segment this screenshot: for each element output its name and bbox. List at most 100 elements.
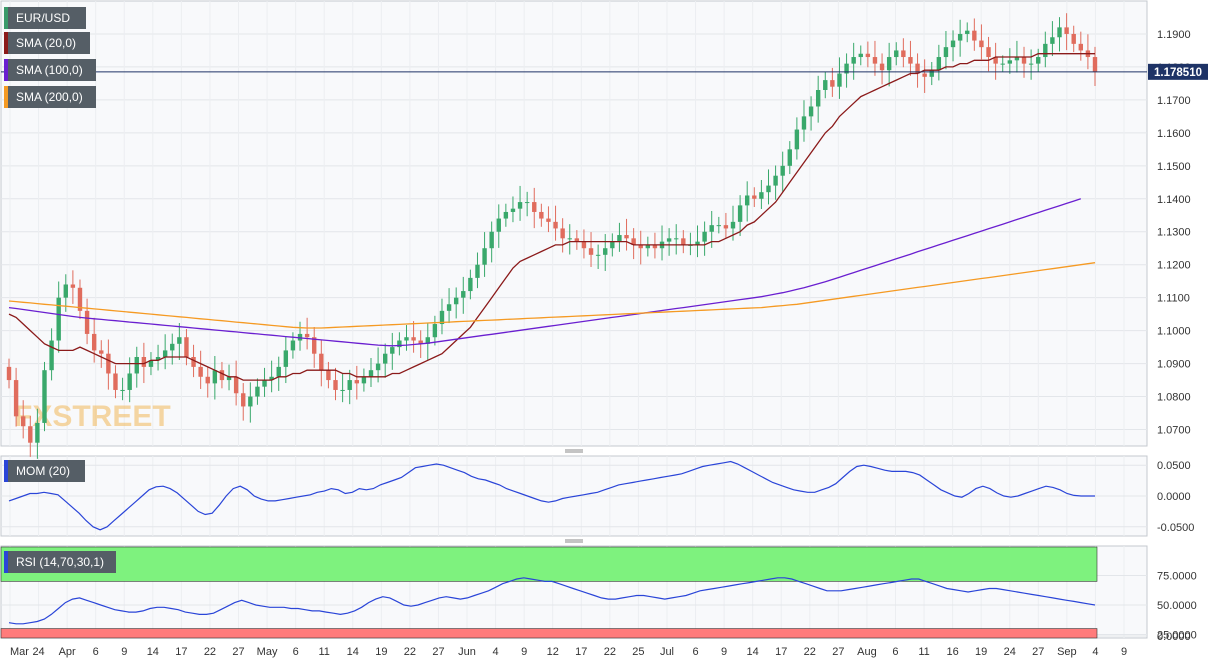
panel-splitter-2[interactable] bbox=[565, 539, 583, 543]
mom-tick-label: 0.0500 bbox=[1157, 460, 1191, 472]
candle-body bbox=[99, 350, 104, 354]
candle-body bbox=[84, 310, 90, 334]
candle-body bbox=[461, 291, 466, 298]
legend-sma100[interactable]: SMA (100,0) bbox=[4, 59, 96, 81]
candle-body bbox=[922, 73, 927, 77]
candle-body bbox=[262, 380, 267, 387]
candle-body bbox=[184, 337, 189, 357]
candle-body bbox=[340, 389, 345, 391]
candle-body bbox=[560, 228, 565, 239]
candle-body bbox=[354, 380, 360, 384]
candle-body bbox=[1028, 63, 1034, 65]
candle-body bbox=[170, 343, 175, 351]
time-tick-label: 9 bbox=[721, 646, 727, 658]
candle-body bbox=[283, 350, 289, 367]
price-tick-label: 1.1000 bbox=[1157, 326, 1191, 338]
legend-mom[interactable]: MOM (20) bbox=[4, 460, 85, 482]
time-tick-label: 11 bbox=[918, 646, 929, 658]
candle-body bbox=[517, 202, 523, 209]
candle-body bbox=[943, 47, 949, 58]
candle-body bbox=[1007, 60, 1013, 64]
time-tick-label: 24 bbox=[32, 646, 44, 658]
price-tick-label: 1.1300 bbox=[1157, 227, 1191, 239]
mom-tick-label: -0.0500 bbox=[1157, 522, 1194, 534]
candle-body bbox=[801, 116, 807, 130]
time-tick-label: 6 bbox=[293, 646, 299, 658]
price-panel bbox=[0, 0, 1148, 447]
candle-body bbox=[113, 373, 118, 390]
rsi-lines-group bbox=[8, 577, 1096, 625]
candle-body bbox=[588, 248, 594, 255]
watermark-logo: FXSTREET bbox=[14, 400, 171, 433]
time-tick-label: 14 bbox=[347, 646, 359, 658]
rsi-tick-label: 75.0000 bbox=[1157, 570, 1197, 582]
sma20-line bbox=[8, 53, 1095, 381]
candle-body bbox=[446, 304, 452, 311]
candle-body bbox=[1043, 43, 1048, 58]
candle-body bbox=[91, 333, 97, 351]
candle-body bbox=[35, 422, 40, 443]
candle-body bbox=[1057, 27, 1062, 38]
mom-lines-group bbox=[8, 460, 1095, 531]
legend-pair[interactable]: EUR/USD bbox=[4, 7, 86, 29]
candle-body bbox=[553, 221, 558, 229]
candle-body bbox=[56, 297, 61, 341]
legend-mom-label: MOM (20) bbox=[16, 464, 70, 478]
candle-body bbox=[1050, 37, 1055, 44]
mom-tick-label: 0.0000 bbox=[1157, 491, 1191, 503]
candle-body bbox=[695, 241, 700, 245]
candle-body bbox=[241, 393, 246, 407]
rsi-line bbox=[8, 577, 1096, 625]
candle-body bbox=[723, 225, 729, 229]
candle-body bbox=[1000, 63, 1005, 65]
price-tick-label: 1.1500 bbox=[1157, 161, 1191, 173]
candle-body bbox=[886, 57, 892, 71]
time-tick-label: 17 bbox=[175, 646, 187, 658]
candle-body bbox=[255, 386, 260, 397]
candle-body bbox=[837, 73, 842, 87]
candle-body bbox=[375, 363, 381, 371]
candle-body bbox=[347, 380, 352, 390]
time-tick-label: May bbox=[257, 646, 278, 658]
candle-body bbox=[1021, 57, 1027, 64]
candle-body bbox=[312, 337, 317, 354]
candle-body bbox=[908, 57, 913, 64]
candle-body bbox=[432, 324, 438, 338]
candle-body bbox=[638, 244, 643, 249]
candle-body bbox=[737, 205, 743, 222]
candle-body bbox=[42, 370, 47, 423]
candle-body bbox=[397, 340, 402, 348]
legend-rsi[interactable]: RSI (14,70,30,1) bbox=[4, 551, 116, 573]
mom-line bbox=[8, 460, 1095, 531]
price-grid bbox=[1, 1, 1147, 638]
candle-body bbox=[63, 284, 68, 298]
candle-body bbox=[382, 353, 388, 364]
time-tick-label: 6 bbox=[892, 646, 898, 658]
rsi-tick-label: 50.0000 bbox=[1157, 600, 1197, 612]
legend-sma20[interactable]: SMA (20,0) bbox=[4, 32, 90, 54]
rsi-tick-label: 0.0000 bbox=[1157, 631, 1191, 643]
candle-body bbox=[453, 297, 459, 305]
candle-body bbox=[972, 30, 977, 41]
candle-body bbox=[567, 238, 572, 240]
svg-text:1.178510: 1.178510 bbox=[1154, 67, 1202, 79]
candle-body bbox=[134, 357, 139, 374]
legend-sma200[interactable]: SMA (200,0) bbox=[4, 86, 96, 108]
candle-body bbox=[276, 366, 281, 377]
time-tick-label: 14 bbox=[747, 646, 759, 658]
candle-body bbox=[205, 376, 210, 384]
price-tick-label: 1.1600 bbox=[1157, 128, 1191, 140]
candle-body bbox=[425, 337, 430, 344]
rsi-tick-label: 25.0000 bbox=[1157, 629, 1197, 641]
candle-body bbox=[177, 337, 182, 344]
time-tick-label: Mar bbox=[10, 646, 29, 658]
candle-body bbox=[368, 370, 374, 377]
panel-splitter-1[interactable] bbox=[565, 449, 583, 453]
candle-body bbox=[290, 340, 296, 351]
time-tick-label: 17 bbox=[775, 646, 787, 658]
candle-body bbox=[510, 208, 516, 212]
candle-body bbox=[979, 40, 984, 48]
candle-body bbox=[986, 47, 991, 58]
legend-rsi-label: RSI (14,70,30,1) bbox=[16, 555, 105, 569]
